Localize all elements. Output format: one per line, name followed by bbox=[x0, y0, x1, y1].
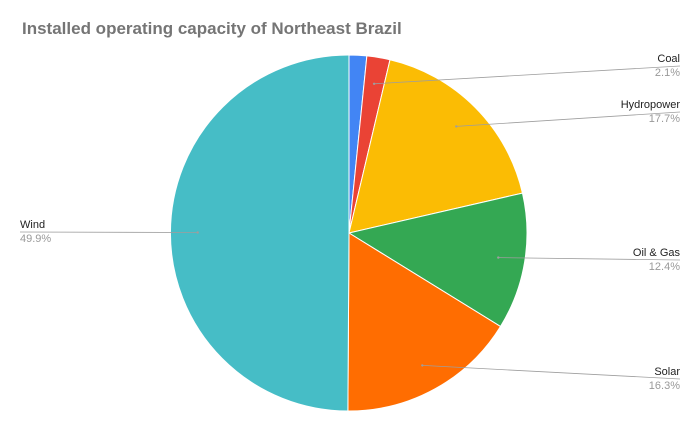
slice-label-percent: 49.9% bbox=[20, 233, 51, 245]
leader-dot bbox=[196, 231, 199, 234]
leader-line bbox=[19, 231, 198, 233]
leader-line bbox=[498, 257, 681, 261]
leader-dot bbox=[421, 364, 424, 367]
slice-label-name: Oil & Gas bbox=[633, 247, 681, 259]
leader-line bbox=[374, 65, 681, 85]
slice-label-name: Solar bbox=[654, 366, 680, 378]
leader-dot bbox=[455, 125, 458, 128]
leader-dot bbox=[372, 82, 376, 86]
pie-slice-hydropower[interactable] bbox=[348, 59, 524, 234]
slice-label-name: Wind bbox=[20, 219, 45, 231]
chart-title: Installed operating capacity of Northeas… bbox=[22, 19, 402, 38]
pie-slice-solar[interactable] bbox=[347, 232, 502, 412]
leader-dot bbox=[497, 256, 500, 259]
leader-line bbox=[422, 365, 681, 380]
slice-label-percent: 17.7% bbox=[649, 113, 680, 125]
slice-label-percent: 16.3% bbox=[649, 380, 680, 392]
slice-label-name: Coal bbox=[657, 53, 680, 65]
leader-line bbox=[456, 111, 681, 127]
slice-label-percent: 12.4% bbox=[649, 261, 680, 273]
slice-label-percent: 2.1% bbox=[655, 67, 680, 79]
pie-slice-oil-gas[interactable] bbox=[347, 192, 528, 328]
slice-label-name: Hydropower bbox=[621, 99, 681, 111]
